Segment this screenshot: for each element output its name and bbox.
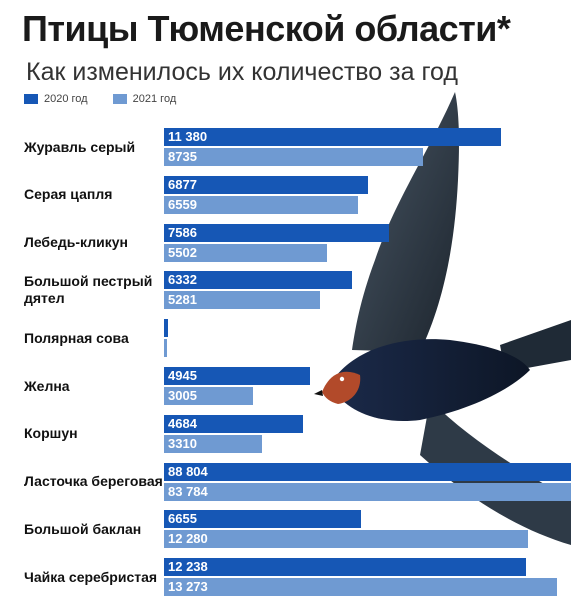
legend-label-2020: 2020 год [44,93,88,105]
legend-item-2020: 2020 год [24,93,88,105]
bar-2021 [164,339,168,358]
bar-value-label: 6332 [168,272,197,288]
bar-2020 [164,558,527,577]
bar-2020 [164,128,501,146]
bar-2021 [164,291,321,310]
legend: 2020 год 2021 год [24,93,198,107]
bar-value-label: 12 238 [168,559,208,575]
category-label: Коршун [24,425,78,442]
bar-2020 [164,319,169,338]
category-label: Лебедь-кликун [24,234,128,251]
bar-2021 [164,578,558,597]
legend-swatch-2020 [24,94,38,104]
bar-2020 [164,367,311,385]
category-label: Большой пестрый дятел [24,273,153,307]
bar-value-label: 7586 [168,224,197,240]
bar-value-label: 4684 [168,415,197,431]
bar-value-label: 6655 [168,511,197,527]
chart-title: Птицы Тюменской области* [22,8,511,49]
bar-2021 [164,387,253,405]
bar-value-label: 109 [168,340,190,356]
bar-value-label: 88 804 [168,463,208,479]
category-label: Большой баклан [24,520,142,537]
bar-2021 [164,482,571,501]
category-label: Журавль серый [24,138,136,155]
bar-value-label: 5502 [168,244,197,260]
bar-value-label: 12 280 [168,531,208,547]
category-label: Серая цапля [24,186,113,203]
bar-2020 [164,271,352,290]
bar-value-label: 3310 [168,435,197,451]
category-label: Желна [24,377,70,394]
bar-value-label: 11 380 [168,129,208,144]
bar-value-label: 5281 [168,292,197,308]
category-label: Полярная сова [24,329,129,346]
bar-value-label: 4945 [168,368,197,383]
bar-2021 [164,243,327,262]
bar-value-label: 150 [168,320,190,336]
bar-2021 [164,148,423,166]
legend-label-2021: 2021 год [132,93,177,105]
bar-2020 [164,414,303,433]
chart-subtitle: Как изменилось их количество за год [26,58,458,86]
category-label: Ласточка береговая [24,473,163,490]
bar-2020 [164,462,571,481]
legend-item-2021: 2021 год [112,93,177,105]
bar-2021 [164,195,359,214]
bar-value-label: 6559 [168,196,197,212]
bar-value-label: 8735 [168,149,197,164]
bar-2020 [164,175,368,194]
category-label: Чайка серебристая [24,568,158,585]
bar-value-label: 3005 [168,388,197,403]
legend-swatch-2021 [112,94,127,104]
bar-2021 [164,434,263,453]
bar-2020 [164,223,389,242]
bar-2021 [164,530,528,549]
bar-value-label: 13 273 [168,579,208,595]
bar-value-label: 83 784 [168,483,208,499]
bar-value-label: 6877 [168,176,197,192]
bar-2020 [164,510,362,529]
